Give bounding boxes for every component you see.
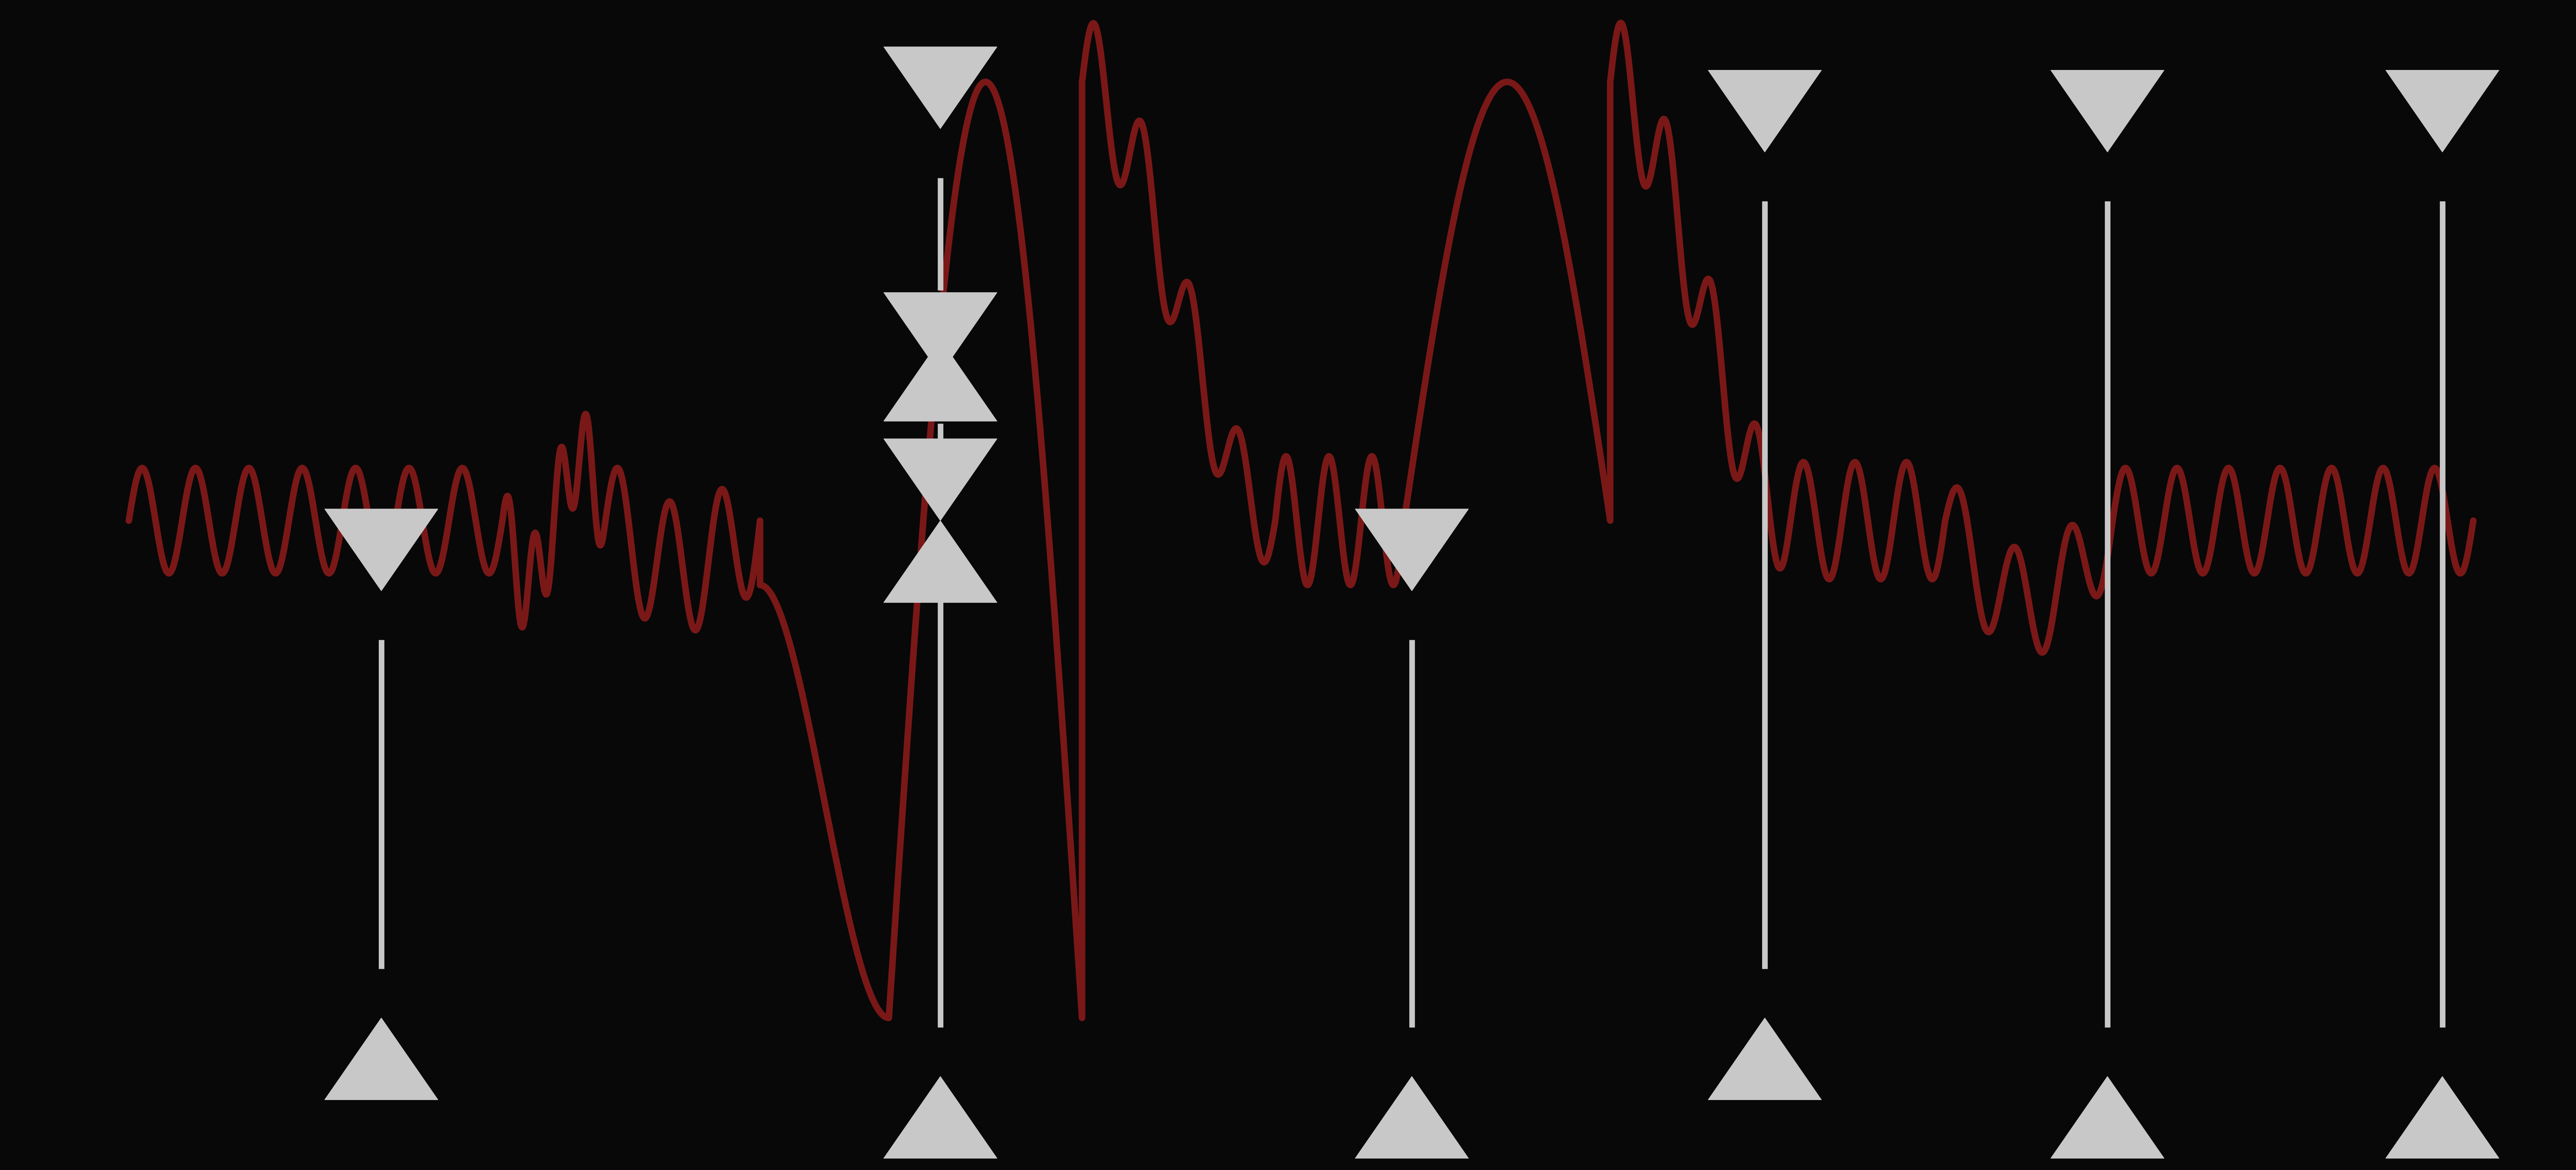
Polygon shape xyxy=(1355,509,1468,591)
Polygon shape xyxy=(325,509,438,591)
Polygon shape xyxy=(2050,70,2164,152)
Polygon shape xyxy=(325,1018,438,1100)
Polygon shape xyxy=(884,339,997,421)
Polygon shape xyxy=(884,292,997,374)
Polygon shape xyxy=(884,47,997,129)
Polygon shape xyxy=(1708,1018,1821,1100)
Polygon shape xyxy=(884,521,997,603)
Polygon shape xyxy=(2385,1076,2499,1158)
Polygon shape xyxy=(1355,1076,1468,1158)
Polygon shape xyxy=(2050,1076,2164,1158)
Polygon shape xyxy=(2385,70,2499,152)
Polygon shape xyxy=(884,439,997,521)
Polygon shape xyxy=(1708,70,1821,152)
Polygon shape xyxy=(884,1076,997,1158)
